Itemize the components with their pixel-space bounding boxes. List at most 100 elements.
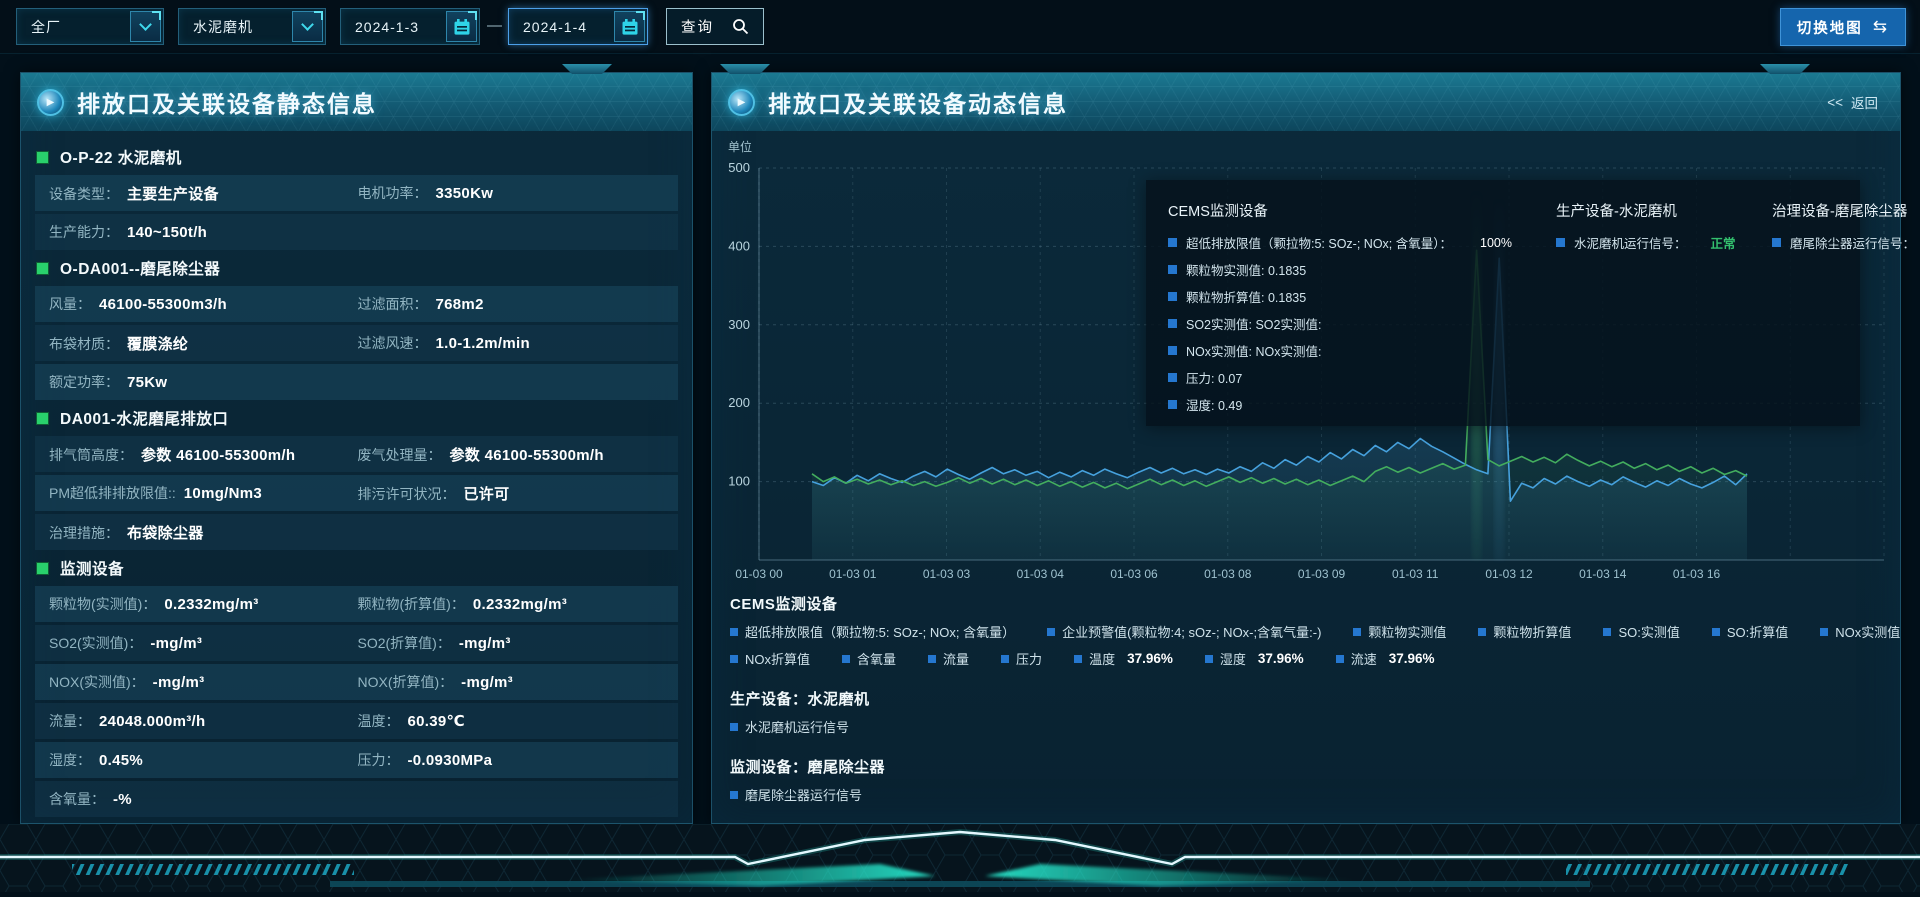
info-row: 布袋材质： 覆膜涤纶 过滤风速： 1.0-1.2m/min (35, 325, 678, 361)
info-row: 额定功率： 75Kw (35, 364, 678, 400)
info-label: 颗粒物(折算值)： (357, 596, 465, 612)
info-label: 过滤面积： (357, 296, 428, 312)
svg-text:01-03 03: 01-03 03 (923, 567, 971, 581)
device-select-dropdown-button[interactable] (292, 11, 323, 42)
legend-item-label: SO:实测值 (1618, 625, 1680, 640)
info-cell: 过滤风速： 1.0-1.2m/min (358, 333, 667, 353)
legend-item-label: 企业预警值(颗粒物:4; sOz-; NOx-;含氧气量:-) (1062, 625, 1322, 640)
info-cell: 生产能力： 140~150t/h (49, 222, 358, 242)
info-cell: SO2(实测值)： -mg/m³ (49, 633, 358, 653)
back-label: 返回 (1851, 96, 1878, 111)
info-value: -mg/m³ (461, 674, 513, 691)
end-date-value: 2024-1-4 (523, 18, 588, 35)
info-section-header: 监测设备 (36, 553, 678, 583)
legend-square-icon (1711, 627, 1720, 636)
start-date-input[interactable]: 2024-1-3 (340, 8, 480, 45)
end-date-calendar-button[interactable] (614, 11, 645, 42)
info-value: 0.45% (99, 752, 144, 769)
query-button[interactable]: 查询 (666, 8, 764, 45)
legend-row: 磨尾除尘器运行信号 (730, 785, 1886, 804)
info-row: 治理措施： 布袋除尘器 (35, 514, 678, 550)
plant-select-dropdown-button[interactable] (130, 11, 161, 42)
legend-square-icon (1074, 654, 1083, 663)
legend-item[interactable]: 水泥磨机运行信号 (730, 717, 849, 736)
bullet-icon (36, 411, 49, 425)
legend-square-icon (1168, 373, 1177, 382)
legend-item[interactable]: 磨尾除尘器运行信号 (730, 785, 862, 804)
legend-square-icon (1603, 627, 1612, 636)
info-cell: 风量： 46100-55300m3/h (49, 294, 358, 314)
device-select[interactable]: 水泥磨机 (178, 8, 326, 45)
info-cell: PM超低排排放限值:: 10mg/Nm3 (49, 483, 358, 503)
legend-item-label: NOx实测值 (1835, 625, 1901, 640)
plant-select[interactable]: 全厂 (16, 8, 164, 45)
legend-item-label: 水泥磨机运行信号 (745, 720, 850, 735)
static-info-header: ▶ 排放口及关联设备静态信息 (21, 64, 692, 131)
legend-square-icon (928, 654, 937, 663)
start-date-calendar-button[interactable] (446, 11, 477, 42)
legend-item[interactable]: 含氧量 (842, 649, 896, 668)
info-cell: 压力： -0.0930MPa (358, 750, 667, 770)
legend-item[interactable]: 颗粒物实测值 (1353, 622, 1446, 641)
tooltip-item: 水泥磨机运行信号： 正常 (1556, 233, 1736, 252)
legend-item[interactable]: 超低排放限值（颗拉物:5: SOz-; NOx; 含氧量） (730, 622, 1015, 641)
emissions-line-chart[interactable]: 100 200 300 400 500 01-03 00 01-03 01 01-03 03 0… (712, 131, 1902, 585)
legend-item[interactable]: NOx折算值 (730, 649, 810, 668)
start-date-value: 2024-1-3 (355, 18, 420, 35)
calendar-icon (622, 18, 637, 35)
legend-item[interactable]: SO:实测值 (1603, 622, 1680, 641)
info-row: 排气筒高度： 参数 46100-55300m/h 废气处理量： 参数 46100-55… (35, 436, 678, 472)
legend-item[interactable]: 企业预警值(颗粒物:4; sOz-; NOx-;含氧气量:-) (1047, 622, 1321, 641)
legend-square-icon (1335, 654, 1344, 663)
info-label: NOX(实测值)： (49, 674, 145, 690)
tooltip-item: 颗粒物实测值: 0.1835 (1168, 260, 1520, 279)
info-cell: NOX(实测值)： -mg/m³ (49, 672, 358, 692)
svg-text:500: 500 (728, 160, 750, 175)
legend-item[interactable]: 颗粒物折算值 (1478, 622, 1571, 641)
info-label: 电机功率： (357, 185, 428, 201)
legend-item-value: 37.96% (1257, 651, 1304, 666)
tooltip-item: 湿度: 0.49 (1168, 395, 1520, 414)
svg-text:01-03 06: 01-03 06 (1110, 567, 1158, 581)
info-cell: 排污许可状况： 已许可 (358, 483, 667, 504)
bullet-icon (36, 561, 49, 575)
legend-item[interactable]: 温度 37.96% (1074, 649, 1173, 668)
info-label: 流量： (49, 713, 91, 729)
info-section-header: O-P-22 水泥磨机 (36, 142, 678, 172)
legend-item[interactable]: SO:折算值 (1711, 622, 1788, 641)
legend-item[interactable]: 湿度 37.96% (1204, 649, 1304, 668)
info-value: -mg/m³ (458, 635, 511, 652)
svg-text:01-03 08: 01-03 08 (1204, 567, 1252, 581)
legend-item[interactable]: NOx实测值 (1820, 622, 1900, 641)
legend-item[interactable]: 流量 (928, 649, 969, 668)
device-select-value: 水泥磨机 (193, 18, 253, 35)
info-value: -mg/m³ (152, 674, 205, 691)
dynamic-info-panel: ▶ 排放口及关联设备动态信息 << 返回 100 200 300 400 500 01-0… (711, 64, 1915, 824)
end-date-input[interactable]: 2024-1-4 (508, 8, 648, 45)
tooltip-item: SO2实测值: SO2实测值: (1168, 314, 1520, 333)
chart-legend-block: CEMS监测设备 超低排放限值（颗拉物:5: SOz-; NOx; 含氧量） 企业… (730, 585, 1900, 812)
tooltip-column-title: 生产设备-水泥磨机 (1556, 204, 1677, 220)
info-value: 0.2332mg/m³ (472, 596, 568, 613)
legend-item[interactable]: 压力 (1001, 649, 1042, 668)
tooltip-item: 磨尾除尘器运行信号：故障 (1772, 233, 1920, 252)
info-value: 主要生产设备 (127, 185, 219, 203)
back-arrows-icon: << (1827, 94, 1843, 110)
svg-text:01-03 04: 01-03 04 (1017, 567, 1065, 581)
info-row: 湿度： 0.45% 压力： -0.0930MPa (35, 742, 678, 778)
legend-item-label: 流量 (943, 652, 970, 667)
info-value: 60.39℃ (407, 713, 466, 730)
tooltip-item-text: 磨尾除尘器运行信号： (1790, 237, 1916, 251)
tooltip-item-text: 超低排放限值（颗拉物:5: SOz-; NOx; 含氧量）： (1186, 237, 1452, 251)
legend-item[interactable]: 流速 37.96% (1335, 649, 1435, 668)
switch-map-button[interactable]: 切换地图 ⇆ (1779, 8, 1906, 46)
tooltip-item: 颗粒物折算值: 0.1835 (1168, 287, 1520, 306)
info-label: 含氧量： (49, 791, 105, 807)
dynamic-info-title: 排放口及关联设备动态信息 (768, 91, 1068, 117)
info-label: 布袋材质： (49, 335, 119, 352)
info-label: 排气筒高度： (49, 446, 133, 463)
back-button[interactable]: << 返回 (1827, 92, 1878, 112)
info-value: -0.0930MPa (407, 752, 493, 769)
